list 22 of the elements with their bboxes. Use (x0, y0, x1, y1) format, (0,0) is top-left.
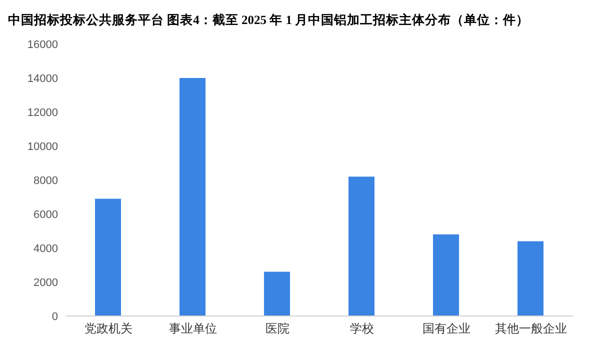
x-tick-label: 医院 (265, 322, 290, 336)
y-tick-label: 8000 (34, 174, 58, 187)
bar (348, 176, 374, 316)
y-tick-label: 0 (52, 310, 58, 323)
bar (433, 234, 459, 316)
x-tick-label: 学校 (350, 322, 374, 336)
y-tick-label: 12000 (27, 106, 58, 119)
bar (264, 272, 290, 316)
y-tick-label: 6000 (34, 208, 58, 221)
y-tick-label: 14000 (27, 72, 58, 85)
y-tick-label: 10000 (27, 140, 58, 153)
x-tick-label: 国有企业 (422, 322, 470, 336)
x-tick-label: 事业单位 (168, 322, 217, 336)
x-tick-label: 党政机关 (84, 322, 132, 336)
bar (95, 198, 121, 316)
y-tick-label: 16000 (27, 38, 58, 51)
x-tick-label: 其他一般企业 (494, 322, 567, 336)
chart-title: 中国招标投标公共服务平台 图表4：截至 2025 年 1 月中国铝加工招标主体分布（单位：件） (8, 12, 530, 29)
bar (518, 241, 544, 316)
y-tick-label: 4000 (34, 242, 58, 255)
bar (180, 78, 206, 316)
y-tick-label: 2000 (34, 276, 58, 289)
